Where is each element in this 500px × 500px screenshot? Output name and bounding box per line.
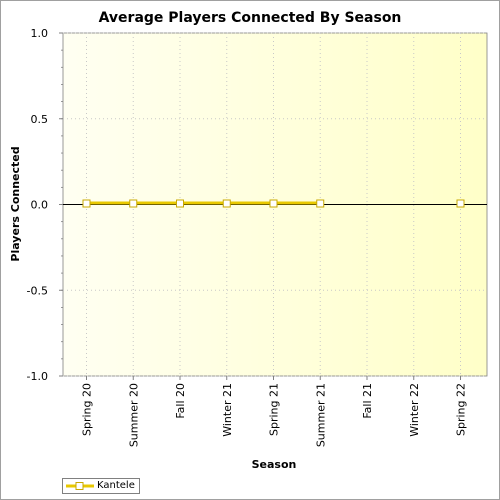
data-point bbox=[82, 199, 91, 208]
y-tick-label: -1.0 bbox=[27, 370, 48, 383]
y-tick-label: 1.0 bbox=[31, 27, 49, 40]
data-point bbox=[269, 199, 278, 208]
x-tick-label: Winter 21 bbox=[221, 383, 234, 437]
y-axis-label: Players Connected bbox=[9, 146, 22, 261]
x-axis-label: Season bbox=[252, 458, 297, 471]
x-tick-label: Spring 20 bbox=[81, 383, 94, 436]
x-axis: Spring 20 Summer 20 Fall 20 Winter 21 Spring… bbox=[81, 376, 468, 447]
legend-label-kantele: Kantele bbox=[97, 480, 135, 491]
chart-title: Average Players Connected By Season bbox=[99, 10, 402, 26]
x-tick-label: Summer 20 bbox=[127, 383, 140, 447]
legend-swatch-icon bbox=[66, 482, 94, 490]
data-point bbox=[222, 199, 231, 208]
x-tick-label: Fall 20 bbox=[174, 383, 187, 419]
y-tick-label: 0.0 bbox=[31, 199, 49, 212]
data-point bbox=[129, 199, 138, 208]
data-point bbox=[456, 199, 465, 208]
x-tick-label: Fall 21 bbox=[361, 383, 374, 419]
x-tick-label: Summer 21 bbox=[314, 383, 327, 447]
y-tick-label: 0.5 bbox=[31, 113, 49, 126]
series-layer bbox=[82, 199, 465, 208]
data-point bbox=[176, 199, 184, 208]
y-axis: 1.0 0.5 0.0 -0.5 -1.0 bbox=[27, 27, 63, 383]
x-tick-label: Winter 22 bbox=[408, 383, 421, 437]
x-tick-label: Spring 22 bbox=[455, 383, 468, 436]
x-tick-label: Spring 21 bbox=[268, 383, 281, 436]
y-tick-label: -0.5 bbox=[27, 284, 48, 297]
data-point bbox=[316, 199, 325, 208]
legend bbox=[62, 478, 140, 494]
